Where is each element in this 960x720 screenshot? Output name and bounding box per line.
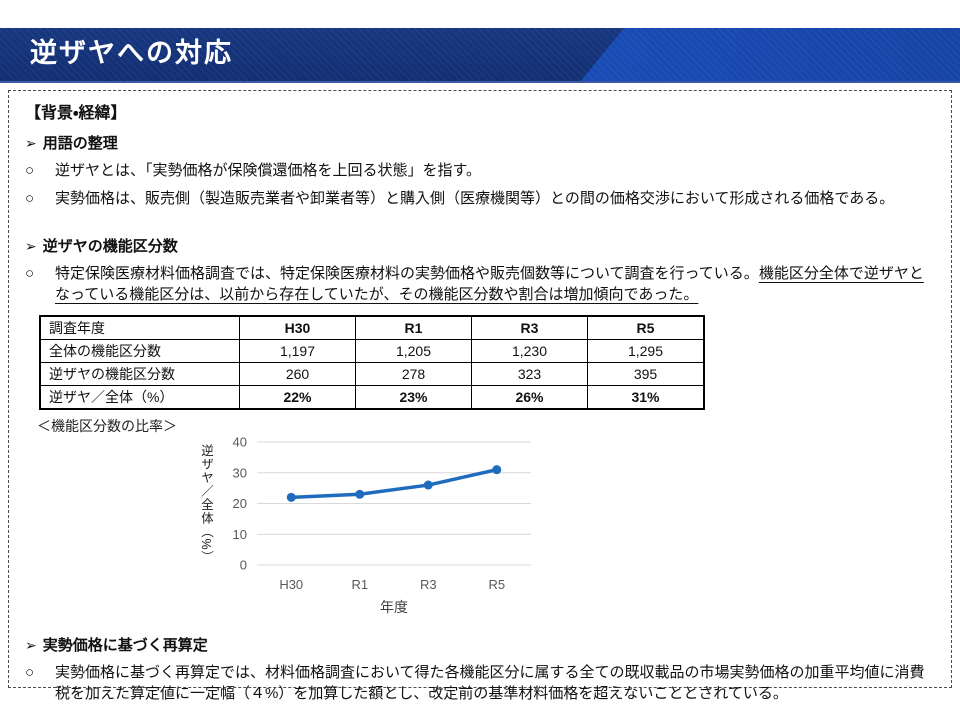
table-cell: 395 [587,362,705,386]
table-row-label: 逆ザヤ／全体（%） [39,385,240,410]
section-title-terms-label: 用語の整理 [42,135,118,152]
survey-text-plain: 特定保険医療材料価格調査では、特定保険医療材料の実勢価格や販売個数等について調査… [55,265,759,282]
table-cell: 278 [355,362,472,386]
section-title-recalc-label: 実勢価格に基づく再算定 [42,637,208,654]
table-row: 逆ザヤの機能区分数 260 278 323 395 [39,362,705,386]
data-point [355,489,365,499]
chart-block: ＜機能区分数の比率＞ 逆ザヤ／全体（%） 0 10 20 30 40 H30 R1 R3 R5 年… [21,414,939,618]
bullet-text-term2: 実勢価格は、販売側（製造販売業者や卸業者等）と購入側（医療機関等）との間の価格交… [55,190,895,207]
chart-y-axis-label: 逆ザヤ／全体（%） [199,444,213,565]
section-title-counts-label: 逆ザヤの機能区分数 [42,238,178,255]
table-row-label: 全体の機能区分数 [39,339,240,363]
title-banner: 逆ザヤへの対応 [0,28,960,83]
section-title-terms: ➢ 用語の整理 [25,132,939,153]
survey-text-underlined-1: 機能区分全体で逆ザヤと [758,265,924,282]
data-point [423,480,433,490]
x-tick-label: R5 [488,577,505,592]
line-chart: 0 10 20 30 40 H30 R1 R3 R5 年度 [233,435,531,615]
table-cell: 23% [355,385,472,410]
survey-text-underlined-2: なっている機能区分は、以前から存在していたが、その機能区分数や割合は増加傾向であ… [55,286,699,303]
x-tick-label: H30 [279,577,303,592]
table-cell: 1,205 [355,339,472,363]
bullet-item-term2: ○ 実勢価格は、販売側（製造販売業者や卸業者等）と購入側（医療機関等）との間の価… [25,188,939,209]
table-cell: 260 [239,362,356,386]
x-tick-label: R3 [420,577,437,592]
circle-bullet-icon: ○ [25,190,35,207]
table-row-label: 逆ザヤの機能区分数 [39,362,240,386]
data-point [492,465,502,475]
x-tick-label: R1 [351,577,368,592]
arrow-bullet-icon: ➢ [25,637,37,653]
section-title-recalc: ➢ 実勢価格に基づく再算定 [25,634,939,655]
table-cell: 22% [239,385,356,410]
bullet-text-recalc: 実勢価格に基づく再算定では、材料価格調査において得た各機能区分に属する全ての既収… [55,664,925,702]
panel-heading: 【背景・経緯】 [25,105,127,122]
bullet-text-survey: 特定保険医療材料価格調査では、特定保険医療材料の実勢価格や販売個数等について調査… [55,263,924,305]
bullet-item-recalc: ○ 実勢価格に基づく再算定では、材料価格調査において得た各機能区分に属する全ての… [25,662,939,704]
y-tick-label: 0 [240,558,247,573]
bullet-item-survey: ○ 特定保険医療材料価格調査では、特定保険医療材料の実勢価格や販売個数等について… [25,263,939,305]
circle-bullet-icon: ○ [25,265,35,282]
page-title: 逆ザヤへの対応 [30,38,233,68]
table-cell: R3 [471,315,588,340]
y-tick-label: 20 [233,496,247,511]
arrow-bullet-icon: ➢ [25,135,37,151]
table-row-label: 調査年度 [39,315,240,340]
table-cell: 323 [471,362,588,386]
data-point [286,492,296,502]
series-line [289,467,499,500]
banner-accent-stripe [580,28,960,81]
y-tick-label: 10 [233,527,247,542]
bullet-item-term1: ○ 逆ザヤとは、「実勢価格が保険償還価格を上回る状態」を指す。 [25,160,939,181]
table-cell: 26% [471,385,588,410]
table-cell: R5 [587,315,705,340]
arrow-bullet-icon: ➢ [25,238,37,254]
circle-bullet-icon: ○ [25,162,35,179]
table-cell: 31% [587,385,705,410]
table-row: 逆ザヤ／全体（%） 22% 23% 26% 31% [39,385,705,410]
table-cell: 1,197 [239,339,356,363]
banner-hatch-pattern [0,28,960,81]
table-cell: H30 [239,315,356,340]
y-tick-label: 30 [233,465,247,480]
y-tick-label: 40 [233,435,247,450]
content-panel: 【背景・経緯】 ➢ 用語の整理 ○ 逆ザヤとは、「実勢価格が保険償還価格を上回る… [8,90,952,702]
chart-caption: ＜機能区分数の比率＞ [37,418,177,434]
table-row: 調査年度 H30 R1 R3 R5 [39,315,705,340]
x-axis-title: 年度 [380,599,408,615]
table-cell: 1,295 [587,339,705,363]
bullet-text-term1: 逆ザヤとは、「実勢価格が保険償還価格を上回る状態」を指す。 [55,162,482,179]
section-title-counts: ➢ 逆ザヤの機能区分数 [25,235,939,256]
table-row: 全体の機能区分数 1,197 1,205 1,230 1,295 [39,339,705,363]
table-cell: 1,230 [471,339,588,363]
circle-bullet-icon: ○ [25,664,35,681]
table-cell: R1 [355,315,472,340]
kubun-count-table: 調査年度 H30 R1 R3 R5 全体の機能区分数 1,197 1,205 1,230 1,29… [39,315,705,410]
